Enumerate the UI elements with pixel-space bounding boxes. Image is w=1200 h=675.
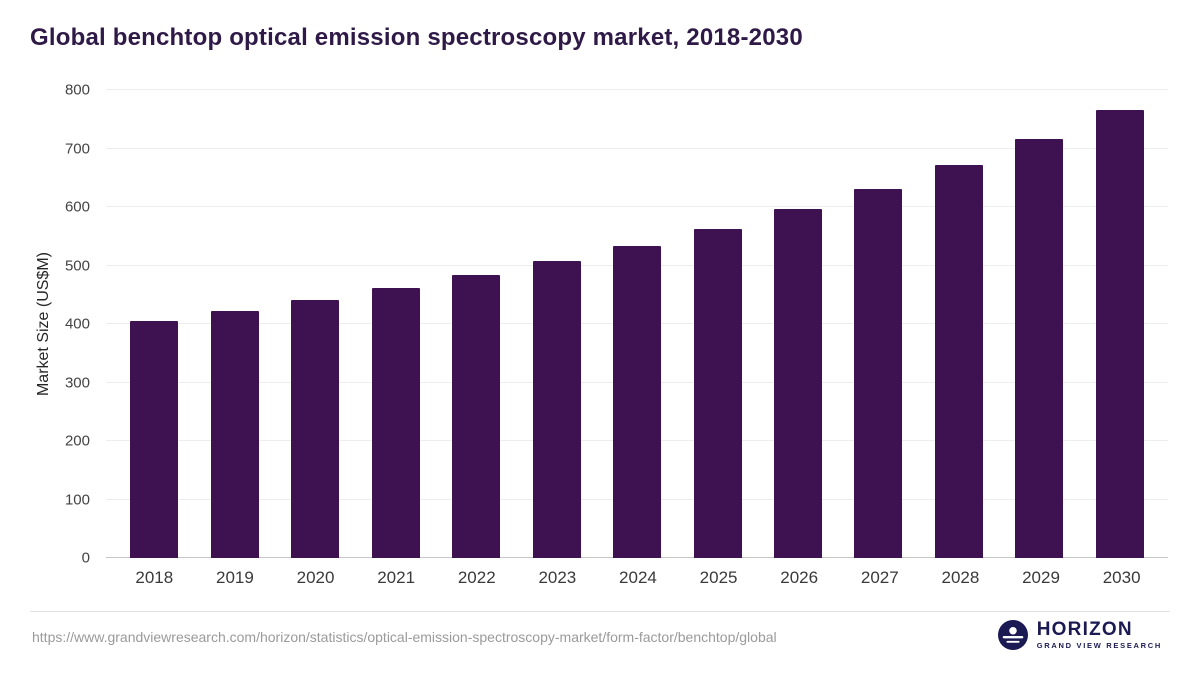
plot-area <box>106 89 1168 558</box>
y-tick-label: 300 <box>64 374 90 391</box>
y-tick-label: 100 <box>64 491 90 508</box>
bar-column <box>677 90 757 558</box>
x-tick-label: 2026 <box>780 568 819 587</box>
bar-2019 <box>210 311 259 558</box>
y-axis-ticks: 800 700 600 500 400 300 200 100 0 <box>30 82 98 567</box>
logo-name: HORIZON <box>1036 619 1133 641</box>
y-tick-label: 700 <box>64 140 90 157</box>
bar-column <box>597 90 677 558</box>
x-tick-label: 2027 <box>860 568 899 587</box>
bar-2022 <box>452 274 501 558</box>
footer-divider <box>30 611 1170 612</box>
bar-column <box>758 90 838 558</box>
bar-2018 <box>130 321 179 558</box>
bar-2020 <box>291 300 340 558</box>
x-tick-label: 2028 <box>941 568 980 587</box>
logo-text: HORIZON GRAND VIEW RESEARCH <box>1037 620 1162 650</box>
page-title: Global benchtop optical emission spectro… <box>30 24 803 51</box>
y-tick-label: 600 <box>64 198 90 216</box>
bar-2027 <box>854 188 903 558</box>
bar-2024 <box>613 246 662 558</box>
bar-column <box>275 90 355 558</box>
y-tick-label: 500 <box>64 257 90 274</box>
bars <box>106 90 1168 558</box>
bar-2029 <box>1015 139 1064 558</box>
x-tick-label: 2019 <box>216 568 254 587</box>
x-tick-label: 2024 <box>619 568 657 587</box>
x-tick-label: 2029 <box>1022 568 1060 587</box>
brand-logo: HORIZON GRAND VIEW RESEARCH <box>997 620 1162 650</box>
x-tick-label: 2023 <box>538 568 577 587</box>
bar-2025 <box>693 229 742 558</box>
y-tick-label: 200 <box>64 432 90 450</box>
x-axis-labels: 2018 2019 2020 2021 2022 2023 2024 2025 2026 2027… <box>106 568 1170 588</box>
bar-2028 <box>934 165 983 558</box>
y-tick-label: 0 <box>81 549 90 567</box>
x-tick-label: 2018 <box>135 568 174 587</box>
bar-2026 <box>773 209 822 558</box>
bar-2030 <box>1095 109 1144 558</box>
bar-column <box>114 90 194 558</box>
logo-subtitle: GRAND VIEW RESEARCH <box>1036 641 1162 651</box>
source-url[interactable]: https://www.grandviewresearch.com/horizo… <box>32 629 777 645</box>
bar-chart: Market Size (US$M) 800 700 600 500 400 300 200… <box>30 82 1168 567</box>
horizon-logo-icon <box>997 620 1028 650</box>
gridline <box>106 89 1168 90</box>
y-tick-label: 400 <box>64 315 90 333</box>
y-tick-label: 800 <box>64 81 90 99</box>
bar-2023 <box>532 261 581 558</box>
bar-column <box>516 90 596 558</box>
x-tick-label: 2020 <box>296 568 335 587</box>
bar-column <box>999 90 1079 558</box>
x-tick-label: 2030 <box>1102 568 1141 587</box>
bar-column <box>194 90 274 558</box>
bar-column <box>919 90 999 558</box>
gridline <box>106 206 1168 207</box>
x-tick-label: 2025 <box>699 568 738 587</box>
bar-2021 <box>371 287 420 558</box>
bar-column <box>1080 90 1160 558</box>
bar-column <box>838 90 918 558</box>
x-tick-label: 2022 <box>457 568 496 587</box>
gridline <box>106 147 1168 149</box>
bar-column <box>355 90 435 558</box>
bar-column <box>436 90 516 558</box>
x-tick-label: 2021 <box>377 568 416 587</box>
